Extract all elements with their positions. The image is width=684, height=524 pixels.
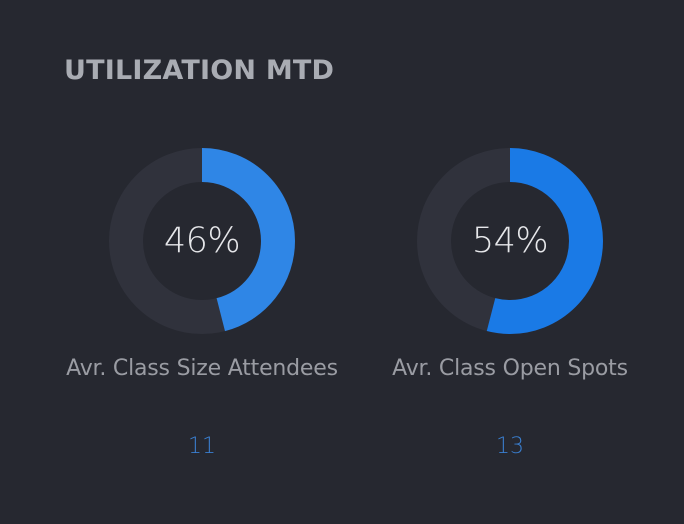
donut-chart-open-spots [417, 148, 603, 334]
gauge-class-size: 46% Avr. Class Size Attendees 11 [66, 148, 389, 488]
donut-arc-class-size [109, 148, 295, 334]
gauge-label: Avr. Class Size Attendees [66, 356, 338, 381]
gauge-label: Avr. Class Open Spots [392, 356, 628, 381]
gauge-count: 11 [188, 434, 216, 459]
donut-chart-class-size [109, 148, 295, 334]
gauge-count: 13 [496, 434, 524, 459]
donut-arc-open-spots [417, 148, 603, 334]
percent-value: 54% [471, 221, 549, 261]
gauge-open-spots: 54% Avr. Class Open Spots 13 [392, 148, 684, 488]
percent-value: 46% [163, 221, 241, 261]
widget-title: UTILIZATION MTD [64, 55, 335, 86]
